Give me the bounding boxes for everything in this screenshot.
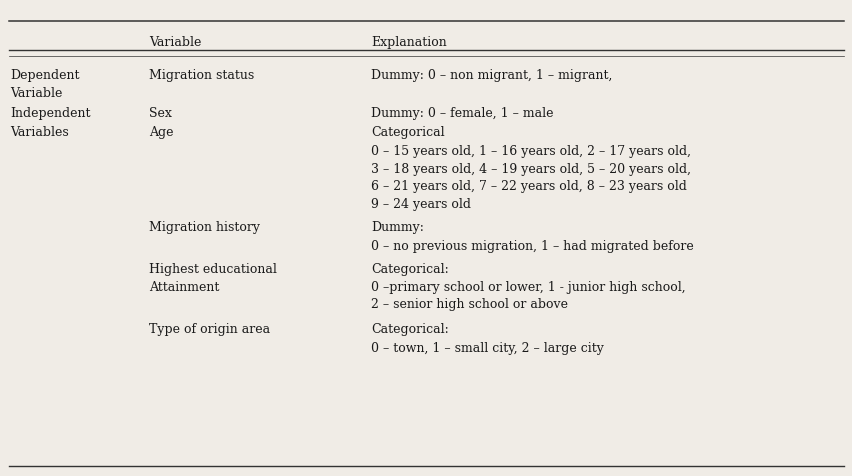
Text: Dummy:: Dummy: [371,221,423,234]
Text: 2 – senior high school or above: 2 – senior high school or above [371,298,567,311]
Text: 0 –primary school or lower, 1 - junior high school,: 0 –primary school or lower, 1 - junior h… [371,281,685,294]
Text: Dependent: Dependent [10,69,79,82]
Text: Independent: Independent [10,107,90,120]
Text: 6 – 21 years old, 7 – 22 years old, 8 – 23 years old: 6 – 21 years old, 7 – 22 years old, 8 – … [371,180,686,193]
Text: Migration history: Migration history [149,221,260,234]
Text: 9 – 24 years old: 9 – 24 years old [371,198,470,211]
Text: Categorical: Categorical [371,126,444,139]
Text: Dummy: 0 – female, 1 – male: Dummy: 0 – female, 1 – male [371,107,553,120]
Text: Explanation: Explanation [371,36,446,49]
Text: Sex: Sex [149,107,172,120]
Text: Categorical:: Categorical: [371,323,448,336]
Text: Migration status: Migration status [149,69,254,82]
Text: 0 – 15 years old, 1 – 16 years old, 2 – 17 years old,: 0 – 15 years old, 1 – 16 years old, 2 – … [371,145,690,158]
Text: Dummy: 0 – non migrant, 1 – migrant,: Dummy: 0 – non migrant, 1 – migrant, [371,69,612,82]
Text: 0 – town, 1 – small city, 2 – large city: 0 – town, 1 – small city, 2 – large city [371,342,603,355]
Text: 0 – no previous migration, 1 – had migrated before: 0 – no previous migration, 1 – had migra… [371,240,693,253]
Text: Variable: Variable [10,87,62,99]
Text: Highest educational: Highest educational [149,263,277,276]
Text: Type of origin area: Type of origin area [149,323,270,336]
Text: 3 – 18 years old, 4 – 19 years old, 5 – 20 years old,: 3 – 18 years old, 4 – 19 years old, 5 – … [371,163,690,176]
Text: Attainment: Attainment [149,281,220,294]
Text: Variables: Variables [10,126,69,139]
Text: Age: Age [149,126,174,139]
Text: Categorical:: Categorical: [371,263,448,276]
Text: Variable: Variable [149,36,201,49]
